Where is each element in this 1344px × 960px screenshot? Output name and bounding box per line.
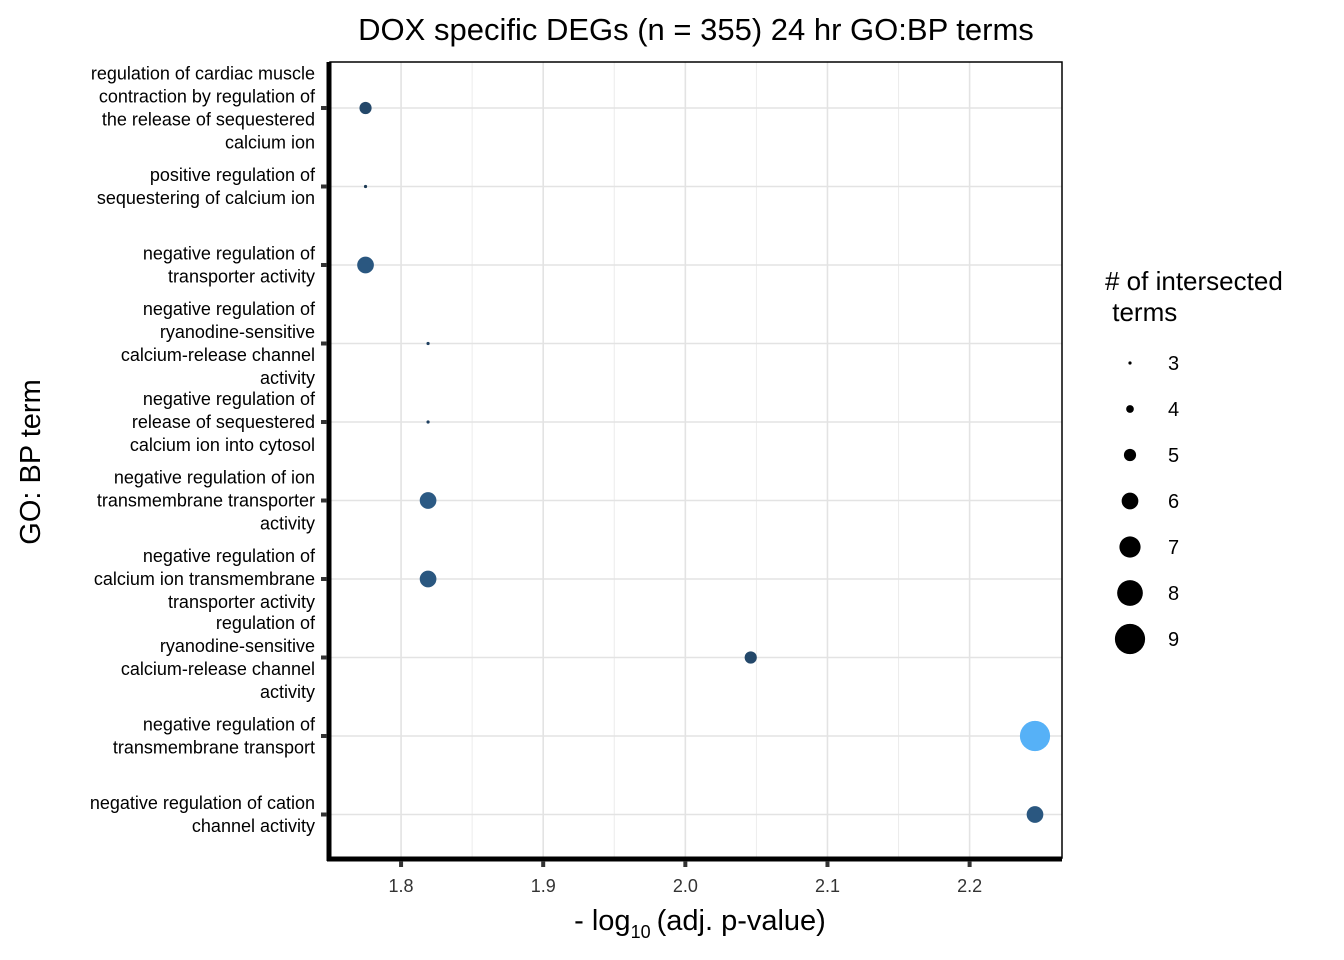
y-tick-label-line: channel activity: [192, 816, 315, 836]
legend-title-line: terms: [1105, 297, 1177, 327]
y-tick-label-line: transmembrane transporter: [97, 491, 315, 511]
y-tick-label-line: negative regulation of: [143, 715, 316, 735]
y-tick-label: regulation of ryanodine-sensitive calcium-…: [121, 613, 316, 702]
legend-title-line: # of intersected: [1105, 266, 1283, 296]
axes: [321, 61, 1063, 867]
legend-key-label: 5: [1168, 445, 1179, 467]
data-point: [357, 256, 374, 274]
y-tick-label: negative regulation of transporter activi…: [143, 244, 316, 287]
y-tick-labels: regulation of cardiac muscle contraction …: [90, 64, 316, 837]
y-tick-label-line: activity: [260, 368, 315, 388]
x-tick-labels: 1.8 1.9 2.0 2.1 2.2: [389, 876, 983, 896]
y-tick-label-line: negative regulation of: [143, 546, 316, 566]
data-point: [419, 570, 437, 588]
x-axis-title-suffix: (adj. p-value): [657, 905, 826, 937]
y-tick-label-line: regulation of: [216, 613, 316, 633]
y-tick-label: negative regulation of ryanodine-sensitiv…: [121, 299, 316, 388]
legend-key-label: 4: [1168, 399, 1179, 421]
x-axis-title-subscript: 10: [631, 922, 651, 942]
legend-key-circle: [1123, 448, 1137, 462]
y-tick-label: negative regulation of release of sequest…: [130, 389, 316, 455]
y-tick-label: negative regulation of cation channel act…: [90, 793, 315, 836]
y-tick-label-line: negative regulation of ion: [114, 468, 315, 488]
chart-title: DOX specific DEGs (n = 355) 24 hr GO:BP …: [358, 12, 1034, 47]
data-point: [359, 101, 372, 115]
y-tick-label-line: the release of sequestered: [102, 110, 315, 130]
y-tick-label-line: calcium ion transmembrane: [94, 569, 315, 589]
y-axis-title: GO: BP term: [15, 379, 47, 544]
y-tick-label-line: release of sequestered: [132, 412, 315, 432]
y-tick-label-line: sequestering of calcium ion: [97, 188, 315, 208]
y-tick-label-line: negative regulation of: [143, 299, 316, 319]
legend-title: # of intersected terms: [1105, 266, 1283, 327]
data-point: [363, 184, 368, 189]
y-tick-label-line: calcium ion into cytosol: [130, 435, 315, 455]
y-tick-label-line: ryanodine-sensitive: [160, 636, 315, 656]
legend-key-circle: [1128, 361, 1132, 365]
y-tick-label-line: regulation of cardiac muscle: [91, 64, 315, 84]
legend-key-circle: [1117, 580, 1143, 606]
x-axis-title: - log10 (adj. p-value): [574, 905, 826, 942]
grid-lines: [330, 62, 1062, 858]
legend-key-label: 3: [1168, 353, 1179, 375]
x-tick-label: 1.8: [389, 876, 414, 896]
data-point: [1019, 720, 1051, 752]
y-tick-label: positive regulation of sequestering of ca…: [97, 165, 316, 208]
y-tick-label-line: positive regulation of: [150, 165, 316, 185]
x-tick-label: 1.9: [531, 876, 556, 896]
x-axis-title-prefix: - log: [574, 905, 630, 937]
y-tick-label: regulation of cardiac muscle contraction …: [91, 64, 316, 153]
x-tick-label: 2.0: [673, 876, 698, 896]
y-tick-label-line: calcium-release channel: [121, 345, 315, 365]
legend-key-circle: [1114, 623, 1146, 655]
legend-key-circle: [1121, 492, 1139, 510]
legend-key-circle: [1119, 536, 1141, 558]
y-tick-label-line: activity: [260, 514, 315, 534]
data-point: [419, 492, 437, 509]
y-tick-label-line: activity: [260, 682, 315, 702]
size-legend: # of intersected terms 3 4 5 6 7 8 9: [1105, 266, 1283, 655]
y-tick-label-line: ryanodine-sensitive: [160, 322, 315, 342]
legend-key-label: 9: [1168, 629, 1179, 651]
y-tick-label-line: transmembrane transport: [113, 738, 315, 758]
y-tick-label-line: negative regulation of: [143, 244, 316, 264]
legend-key-label: 7: [1168, 537, 1179, 559]
y-tick-label-line: calcium-release channel: [121, 659, 315, 679]
y-tick-label-line: transporter activity: [168, 592, 315, 612]
y-tick-label-line: transporter activity: [168, 267, 315, 287]
data-point: [426, 420, 430, 424]
data-point: [744, 651, 757, 664]
x-tick-label: 2.1: [815, 876, 840, 896]
y-tick-label-line: negative regulation of cation: [90, 793, 315, 813]
y-tick-label: negative regulation of ion transmembrane …: [97, 468, 315, 534]
legend-key-label: 8: [1168, 583, 1179, 605]
panel-border: [329, 61, 1063, 859]
y-tick-label-line: calcium ion: [225, 133, 315, 153]
y-tick-label-line: contraction by regulation of: [99, 87, 316, 107]
data-points: [357, 101, 1051, 823]
y-tick-label: negative regulation of calcium ion transm…: [94, 546, 316, 612]
y-tick-label: negative regulation of transmembrane tran…: [113, 715, 316, 758]
data-point: [426, 341, 430, 346]
data-point: [1026, 806, 1044, 823]
x-tick-label: 2.2: [957, 876, 982, 896]
legend-key-label: 6: [1168, 491, 1179, 513]
y-tick-label-line: negative regulation of: [143, 389, 316, 409]
legend-key-circle: [1126, 405, 1134, 413]
